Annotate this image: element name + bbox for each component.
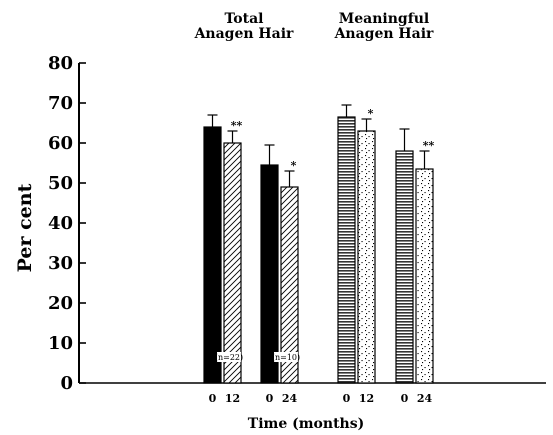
x-category-label: 0: [343, 392, 351, 405]
y-tick-label: 20: [48, 293, 73, 314]
significance-marker: **: [231, 119, 243, 132]
x-category-label: 0: [266, 392, 274, 405]
x-category-label: 0: [401, 392, 409, 405]
bar: [260, 164, 279, 384]
group-title-line: Meaningful: [339, 11, 429, 27]
bar: [203, 126, 222, 384]
y-axis-title: Per cent: [14, 183, 36, 272]
bar: [337, 116, 356, 384]
group-title-line: Anagen Hair: [334, 26, 434, 42]
x-category-label: 0: [209, 392, 217, 405]
y-tick-label: 50: [48, 173, 73, 194]
y-tick-label: 0: [60, 373, 73, 394]
y-tick-label: 30: [48, 253, 73, 274]
y-tick-label: 10: [48, 333, 73, 354]
x-category-label: 24: [282, 392, 298, 405]
bar: [395, 150, 414, 384]
n-label-background: [217, 352, 241, 362]
significance-marker: *: [368, 107, 374, 120]
bar: [223, 142, 242, 384]
sample-size-label: (n=22): [215, 353, 243, 362]
y-axis: 0 10 20 30 40 50 60 70 80: [48, 53, 86, 394]
x-category-label: 12: [225, 392, 240, 405]
y-tick-label: 40: [48, 213, 73, 234]
x-category-label: 24: [417, 392, 433, 405]
sample-size-label: (n=10): [272, 353, 300, 362]
y-tick-label: 60: [48, 133, 73, 154]
y-tick-label: 70: [48, 93, 73, 114]
x-axis-title: Time (months): [248, 416, 364, 432]
group-title-line: Anagen Hair: [194, 26, 294, 42]
x-category-label: 12: [359, 392, 374, 405]
group-title-line: Total: [224, 11, 263, 27]
significance-marker: **: [423, 139, 435, 152]
significance-marker: *: [291, 159, 297, 172]
n-label-background: [274, 352, 298, 362]
bar: [357, 130, 376, 384]
bar: [415, 168, 434, 384]
y-tick-label: 80: [48, 53, 73, 74]
